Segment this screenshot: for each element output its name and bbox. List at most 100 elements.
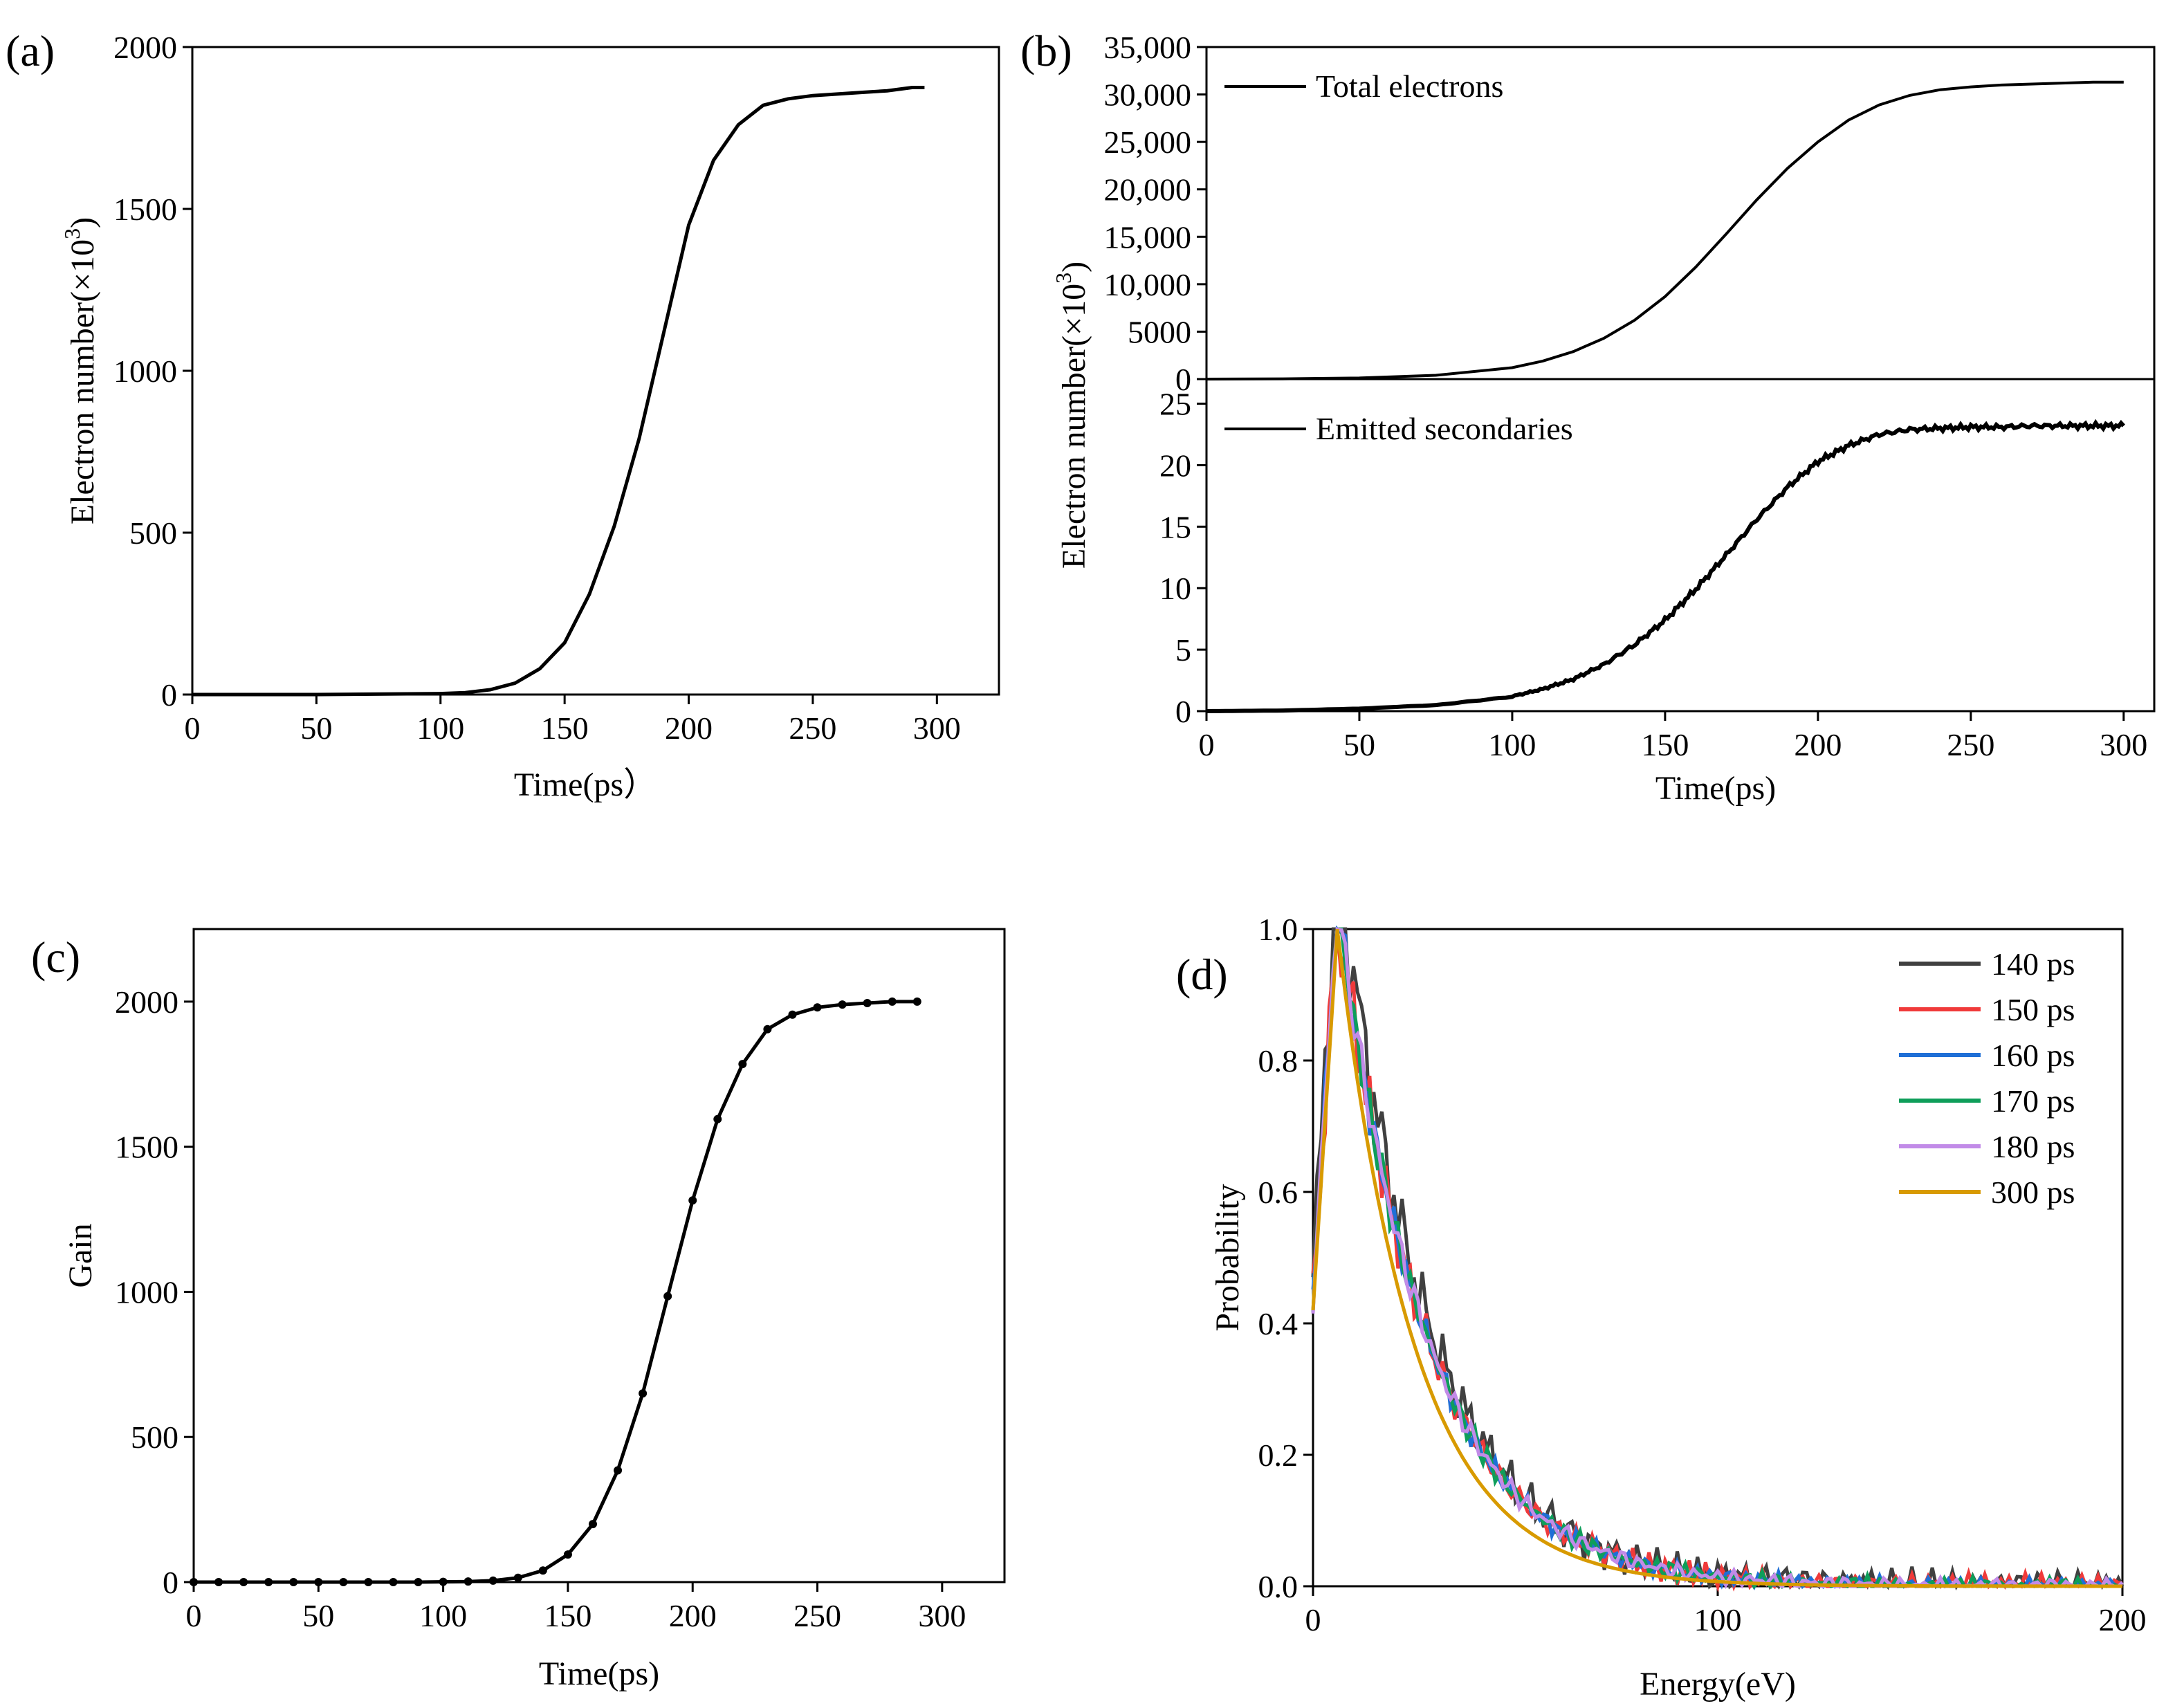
panel-c-marker xyxy=(912,997,921,1006)
legend-label-160-ps: 160 ps xyxy=(1991,1038,2075,1073)
panel-c-x-tick-label: 200 xyxy=(669,1598,717,1633)
panel-b-bottom-y-tick-label: 10 xyxy=(1159,571,1191,606)
panel-c-frame xyxy=(192,928,1006,1583)
panel-b-total-electrons-line xyxy=(1206,80,2124,380)
panel-d-y-ticks: 0.0 0.2 0.4 0.6 0.8 1.0 xyxy=(1258,912,1313,1604)
panel-c-marker xyxy=(289,1578,298,1586)
panel-c-marker xyxy=(738,1060,747,1069)
panel-a-x-ticks: 0 50 100 150 200 250 300 xyxy=(185,695,961,746)
panel-b-top-y-ticks: 0 5000 10,000 15,000 20,000 25,000 30,000 35,00… xyxy=(1104,30,1206,397)
panel-d-x-axis-title: Energy(eV) xyxy=(1640,1666,1796,1702)
panel-d-y-tick-label: 0.8 xyxy=(1258,1043,1298,1078)
panel-c-marker xyxy=(364,1578,373,1586)
panel-b-emitted-secondaries-line xyxy=(1206,419,2126,713)
panel-c-x-axis-title: Time(ps) xyxy=(539,1655,659,1692)
panel-b-y-axis-title: Electron number(×103) xyxy=(1051,261,1092,569)
panel-b-bottom-y-ticks: 0 5 10 15 20 25 xyxy=(1159,387,1206,729)
legend-label-emitted-secondaries: Emitted secondaries xyxy=(1316,411,1573,446)
panel-c-marker xyxy=(813,1003,822,1012)
panel-a-label: (a) xyxy=(6,26,55,75)
legend-label-140-ps: 140 ps xyxy=(1991,946,2075,982)
panel-c-marker xyxy=(663,1292,672,1301)
panel-b-top-y-tick-label: 30,000 xyxy=(1104,77,1192,113)
panel-b-top-y-tick-label: 25,000 xyxy=(1104,125,1192,160)
panel-c-y-tick-label: 1500 xyxy=(115,1130,178,1165)
panel-c-y-axis-title: Gain xyxy=(62,1223,99,1287)
panel-c-marker xyxy=(190,1578,198,1586)
panel-c-marker xyxy=(888,997,897,1006)
panel-c-marker xyxy=(214,1578,223,1586)
panel-b-bottom-x-tick-label: 100 xyxy=(1488,727,1536,762)
panel-d-legend: 140 ps 150 ps 160 ps 170 ps 180 ps 300 ps xyxy=(1899,946,2075,1210)
panel-c-marker xyxy=(439,1577,448,1586)
panel-b-y-axis-title-sup: 3 xyxy=(1051,273,1076,284)
panel-c-marker xyxy=(513,1573,522,1582)
panel-b-top-y-tick-label: 10,000 xyxy=(1104,267,1192,302)
panel-a-x-axis-title: Time(ps） xyxy=(514,766,657,803)
panel-b-bottom-frame xyxy=(1205,378,2156,713)
panel-c-y-ticks: 0 500 1000 1500 2000 xyxy=(115,984,194,1600)
panel-c-marker xyxy=(314,1578,323,1586)
panel-b: (b) 0500010,00015,00020,00025,00030,0003… xyxy=(1020,26,2156,807)
panel-c-marker xyxy=(488,1576,497,1585)
panel-c-marker xyxy=(538,1566,547,1575)
panel-b-bottom-x-tick-label: 50 xyxy=(1343,727,1375,762)
panel-a-x-tick-label: 100 xyxy=(416,710,464,746)
panel-d-label: (d) xyxy=(1176,950,1228,999)
panel-b-bottom-x-tick-label: 200 xyxy=(1794,727,1842,762)
panel-b-bottom-y-tick-label: 5 xyxy=(1175,632,1191,668)
panel-b-bottom-y-tick-label: 20 xyxy=(1159,448,1191,483)
panel-d-x-tick-label: 0 xyxy=(1305,1602,1321,1637)
legend-label-170-ps: 170 ps xyxy=(1991,1083,2075,1119)
panel-d-x-ticks: 0 100 200 xyxy=(1305,1586,2147,1637)
panel-b-bottom-x-tick-label: 0 xyxy=(1199,727,1215,762)
panel-c-marker xyxy=(464,1577,472,1586)
panel-b-top-y-tick-label: 35,000 xyxy=(1104,30,1192,65)
panel-c-markers xyxy=(190,997,921,1586)
panel-c-x-tick-label: 0 xyxy=(186,1598,202,1633)
panel-a-y-tick-label: 1000 xyxy=(113,353,177,389)
panel-a-y-tick-label: 0 xyxy=(161,677,177,713)
panel-d-series-140-ps xyxy=(1311,927,2124,1591)
panel-a-y-axis-title-sup: 3 xyxy=(59,228,84,239)
panel-d-y-tick-label: 0.2 xyxy=(1258,1438,1298,1473)
panel-d-y-tick-label: 0.6 xyxy=(1258,1175,1298,1210)
panel-b-label: (b) xyxy=(1020,26,1072,75)
panel-d-series-170-ps xyxy=(1311,927,2122,1590)
panel-a-series-line xyxy=(192,86,925,697)
panel-c-marker xyxy=(239,1578,248,1586)
panel-a-frame xyxy=(191,46,1000,696)
panel-a: (a) 0 50 100 150 200 250 300 0500100015002000 … xyxy=(6,26,1000,803)
panel-c-x-tick-label: 300 xyxy=(918,1598,966,1633)
panel-b-top-y-tick-label: 15,000 xyxy=(1104,219,1192,255)
panel-c-marker xyxy=(414,1578,423,1586)
panel-d: (d) 0 100 200 0.0 0.2 0.4 0.6 0.8 1.0 140 ps 150… xyxy=(1176,912,2147,1702)
panel-c-x-tick-label: 50 xyxy=(302,1598,334,1633)
panel-d-series-180-ps xyxy=(1311,926,2124,1590)
panel-c-marker xyxy=(588,1520,597,1529)
panel-c-marker xyxy=(639,1389,648,1398)
panel-c-y-tick-label: 2000 xyxy=(115,984,178,1020)
panel-c-marker xyxy=(763,1025,772,1034)
panel-c-marker xyxy=(838,1000,847,1009)
panel-c-marker xyxy=(713,1114,722,1123)
panel-c-marker xyxy=(389,1578,398,1586)
panel-b-bottom-x-tick-label: 250 xyxy=(1947,727,1994,762)
panel-c-x-tick-label: 250 xyxy=(793,1598,841,1633)
legend-label-180-ps: 180 ps xyxy=(1991,1129,2075,1164)
legend-label-total-electrons: Total electrons xyxy=(1316,68,1503,104)
panel-b-top-y-tick-label: 20,000 xyxy=(1104,172,1192,208)
panel-c-marker xyxy=(688,1196,697,1205)
panel-c-x-tick-label: 100 xyxy=(419,1598,467,1633)
panel-c: (c) 0 50 100 150 200 250 300 0500100015002000 … xyxy=(31,928,1006,1692)
panel-a-y-tick-label: 2000 xyxy=(113,30,177,65)
panel-c-marker xyxy=(264,1578,273,1586)
panel-c-marker xyxy=(863,998,872,1007)
panel-b-bottom-y-tick-label: 15 xyxy=(1159,509,1191,544)
panel-c-y-tick-label: 1000 xyxy=(115,1274,178,1310)
panel-b-bottom-x-tick-label: 150 xyxy=(1641,727,1689,762)
panel-c-marker xyxy=(788,1010,797,1019)
panel-a-y-axis-title: Electron number(×103) xyxy=(59,217,101,524)
panel-c-x-ticks: 0 50 100 150 200 250 300 xyxy=(186,1582,966,1633)
panel-d-y-axis-title: Probability xyxy=(1209,1184,1246,1331)
